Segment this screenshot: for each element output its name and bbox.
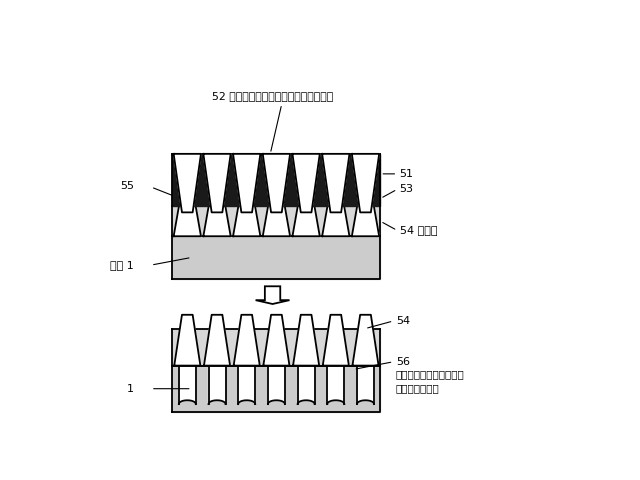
Polygon shape	[322, 192, 349, 236]
Polygon shape	[172, 329, 380, 366]
Polygon shape	[234, 315, 260, 366]
Polygon shape	[172, 154, 380, 206]
Polygon shape	[255, 286, 289, 304]
Polygon shape	[263, 154, 290, 212]
Polygon shape	[204, 192, 230, 236]
Polygon shape	[298, 366, 315, 404]
Polygon shape	[172, 206, 380, 236]
Polygon shape	[174, 315, 200, 366]
Polygon shape	[233, 192, 260, 236]
Polygon shape	[204, 315, 230, 366]
Text: 電気化学プロセスにより
形成された細孔: 電気化学プロセスにより 形成された細孔	[396, 370, 465, 394]
Polygon shape	[173, 192, 201, 236]
Polygon shape	[268, 366, 285, 404]
Text: 54: 54	[396, 316, 410, 326]
Polygon shape	[204, 154, 230, 212]
Polygon shape	[263, 192, 290, 236]
Polygon shape	[179, 366, 196, 404]
Polygon shape	[353, 315, 379, 366]
Polygon shape	[238, 366, 255, 404]
Polygon shape	[323, 315, 349, 366]
Text: 55: 55	[120, 181, 134, 191]
Text: 1: 1	[127, 384, 134, 394]
Polygon shape	[322, 154, 349, 212]
Polygon shape	[263, 315, 289, 366]
Text: 56: 56	[396, 357, 410, 367]
Polygon shape	[233, 154, 260, 212]
Polygon shape	[173, 154, 201, 212]
Polygon shape	[352, 154, 379, 212]
Text: 53: 53	[399, 184, 413, 194]
Text: 54 マスク: 54 マスク	[399, 226, 437, 236]
Text: 基材 1: 基材 1	[110, 260, 134, 270]
Polygon shape	[209, 366, 225, 404]
Polygon shape	[293, 315, 319, 366]
Polygon shape	[292, 154, 320, 212]
Polygon shape	[292, 192, 320, 236]
Polygon shape	[327, 366, 344, 404]
Text: 51: 51	[399, 169, 413, 179]
Polygon shape	[357, 366, 374, 404]
Text: 52 テーパー状ピラーを有するモールド: 52 テーパー状ピラーを有するモールド	[212, 92, 333, 101]
Polygon shape	[172, 236, 380, 278]
Polygon shape	[352, 192, 379, 236]
Polygon shape	[172, 366, 380, 412]
